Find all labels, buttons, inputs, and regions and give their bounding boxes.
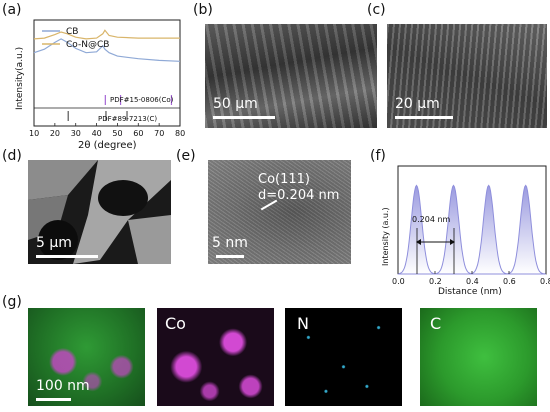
xrd-xtick-label: 20 — [50, 129, 60, 138]
profile-xtick-label: 0.0 — [392, 277, 405, 286]
profile-xlabel: Distance (nm) — [438, 287, 502, 297]
legend-cb-label: CB — [66, 27, 78, 37]
scale-label-b: 50 μm — [213, 96, 258, 112]
xrd-xtick-label: 50 — [112, 129, 122, 138]
scale-label-d: 5 μm — [36, 235, 72, 251]
profile-xtick-label: 0.6 — [503, 277, 516, 286]
panel-label-d: (d) — [2, 148, 22, 164]
legend-conc-label: Co-N@CB — [66, 40, 109, 50]
eds-map-n: N — [285, 308, 402, 406]
scale-label-g: 100 nm — [36, 378, 90, 394]
profile-chart: 0.0 0.2 0.4 0.6 0.8 Intensity (a.u.) Distanc… — [381, 165, 550, 297]
profile-xtick-label: 0.2 — [429, 277, 442, 286]
eds-map-c: C — [420, 308, 537, 406]
panel-label-c: (c) — [367, 2, 386, 18]
xrd-xlabel: 2θ (degree) — [78, 140, 137, 150]
scale-label-c: 20 μm — [395, 96, 440, 112]
xrd-xtick-label: 40 — [92, 129, 102, 138]
d-spacing-label: d=0.204 nm — [258, 188, 340, 203]
profile-area — [397, 184, 547, 275]
xrd-xtick-label: 70 — [154, 129, 164, 138]
tem-image-e: Co(111) d=0.204 nm 5 nm — [208, 160, 351, 264]
map-label-c: C — [430, 314, 442, 333]
xrd-xtick-label: 10 — [29, 129, 39, 138]
scale-label-e: 5 nm — [212, 235, 248, 251]
xrd-chart: 10 20 30 40 50 60 70 80 Intensity(a.u.) 2θ (deg… — [15, 19, 185, 150]
panel-label-g: (g) — [2, 294, 22, 310]
xrd-ylabel: Intensity(a.u.) — [15, 47, 25, 110]
profile-ylabel: Intensity (a.u.) — [381, 207, 390, 266]
xrd-xtick-label: 30 — [71, 129, 81, 138]
panel-label-e: (e) — [176, 148, 196, 164]
panel-label-f: (f) — [370, 148, 386, 164]
pdf-co-label: PDF#15-0806(Co) — [110, 96, 174, 104]
map-label-n: N — [297, 314, 309, 333]
xrd-series-0 — [33, 38, 181, 62]
xrd-xtick-label: 60 — [133, 129, 143, 138]
sem-image-b: 50 μm — [205, 24, 377, 128]
sem-image-d: 5 μm — [28, 160, 171, 264]
pdf-c-label: PDF#89-7213(C) — [98, 115, 157, 123]
co111-label: Co(111) — [258, 172, 310, 187]
scalebar-b — [213, 116, 275, 119]
xrd-xtick-label: 80 — [175, 129, 185, 138]
map-label-co: Co — [165, 314, 186, 333]
eds-map-overlay: 100 nm — [28, 308, 145, 406]
eds-map-co: Co — [157, 308, 274, 406]
profile-annotation: 0.204 nm — [412, 215, 451, 224]
scalebar-e — [216, 255, 244, 258]
panel-label-b: (b) — [193, 2, 213, 18]
profile-xtick-label: 0.8 — [540, 277, 550, 286]
profile-xtick-label: 0.4 — [466, 277, 479, 286]
panel-label-a: (a) — [2, 2, 22, 18]
scalebar-d — [36, 255, 98, 258]
xrd-series-1 — [33, 29, 180, 40]
sem-image-c: 20 μm — [387, 24, 547, 128]
scalebar-c — [395, 116, 453, 119]
scalebar-g — [36, 398, 71, 401]
